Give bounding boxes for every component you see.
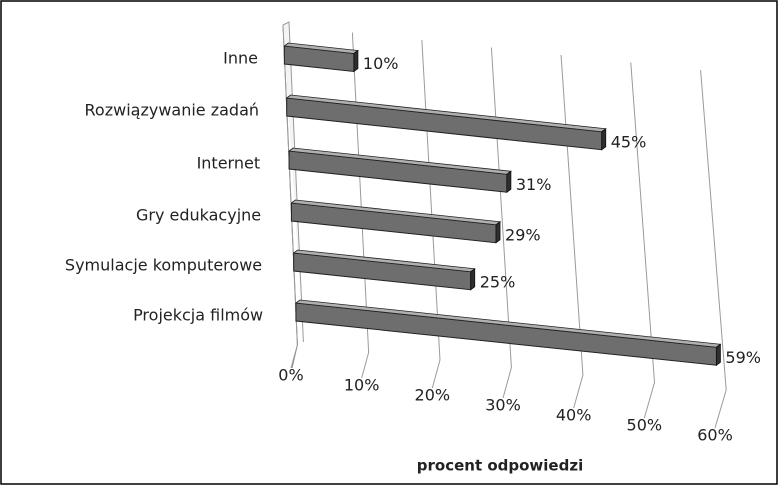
grid-line — [560, 54, 584, 409]
x-tick-label: 50% — [627, 416, 663, 435]
grid-line — [630, 62, 656, 419]
x-tick-label: 10% — [344, 376, 380, 395]
bar-end — [506, 170, 512, 194]
value-label: 31% — [516, 175, 552, 194]
value-label: 25% — [480, 272, 516, 291]
y-tick-label: Inne — [223, 49, 258, 68]
y-tick-label: Gry edukacyjne — [136, 206, 261, 225]
grid-line — [421, 39, 441, 389]
x-axis-title: procent odpowiedzi — [417, 457, 583, 475]
grid-line — [700, 69, 727, 429]
x-tick-label: 60% — [697, 426, 733, 445]
grid-line — [282, 24, 298, 369]
y-tick-label: Projekcja filmów — [133, 306, 263, 325]
x-tick-label: 40% — [556, 406, 592, 425]
y-tick-label: Rozwiązywanie zadań — [85, 101, 260, 120]
grid-line — [490, 47, 512, 399]
value-label: 10% — [363, 54, 399, 73]
x-tick-label: 30% — [485, 396, 521, 415]
y-tick-label: Internet — [197, 154, 261, 173]
x-tick-label: 0% — [278, 366, 303, 385]
value-label: 59% — [725, 348, 761, 367]
bar-end — [495, 220, 501, 244]
bar-end — [470, 267, 476, 291]
bar-end — [601, 127, 607, 151]
value-label: 45% — [611, 132, 647, 151]
bar-end — [353, 49, 359, 73]
value-label: 29% — [505, 225, 541, 244]
x-tick-label: 20% — [415, 386, 451, 405]
bar-end — [716, 343, 721, 367]
y-tick-label: Symulacje komputerowe — [65, 256, 262, 275]
grid-line — [351, 32, 370, 379]
